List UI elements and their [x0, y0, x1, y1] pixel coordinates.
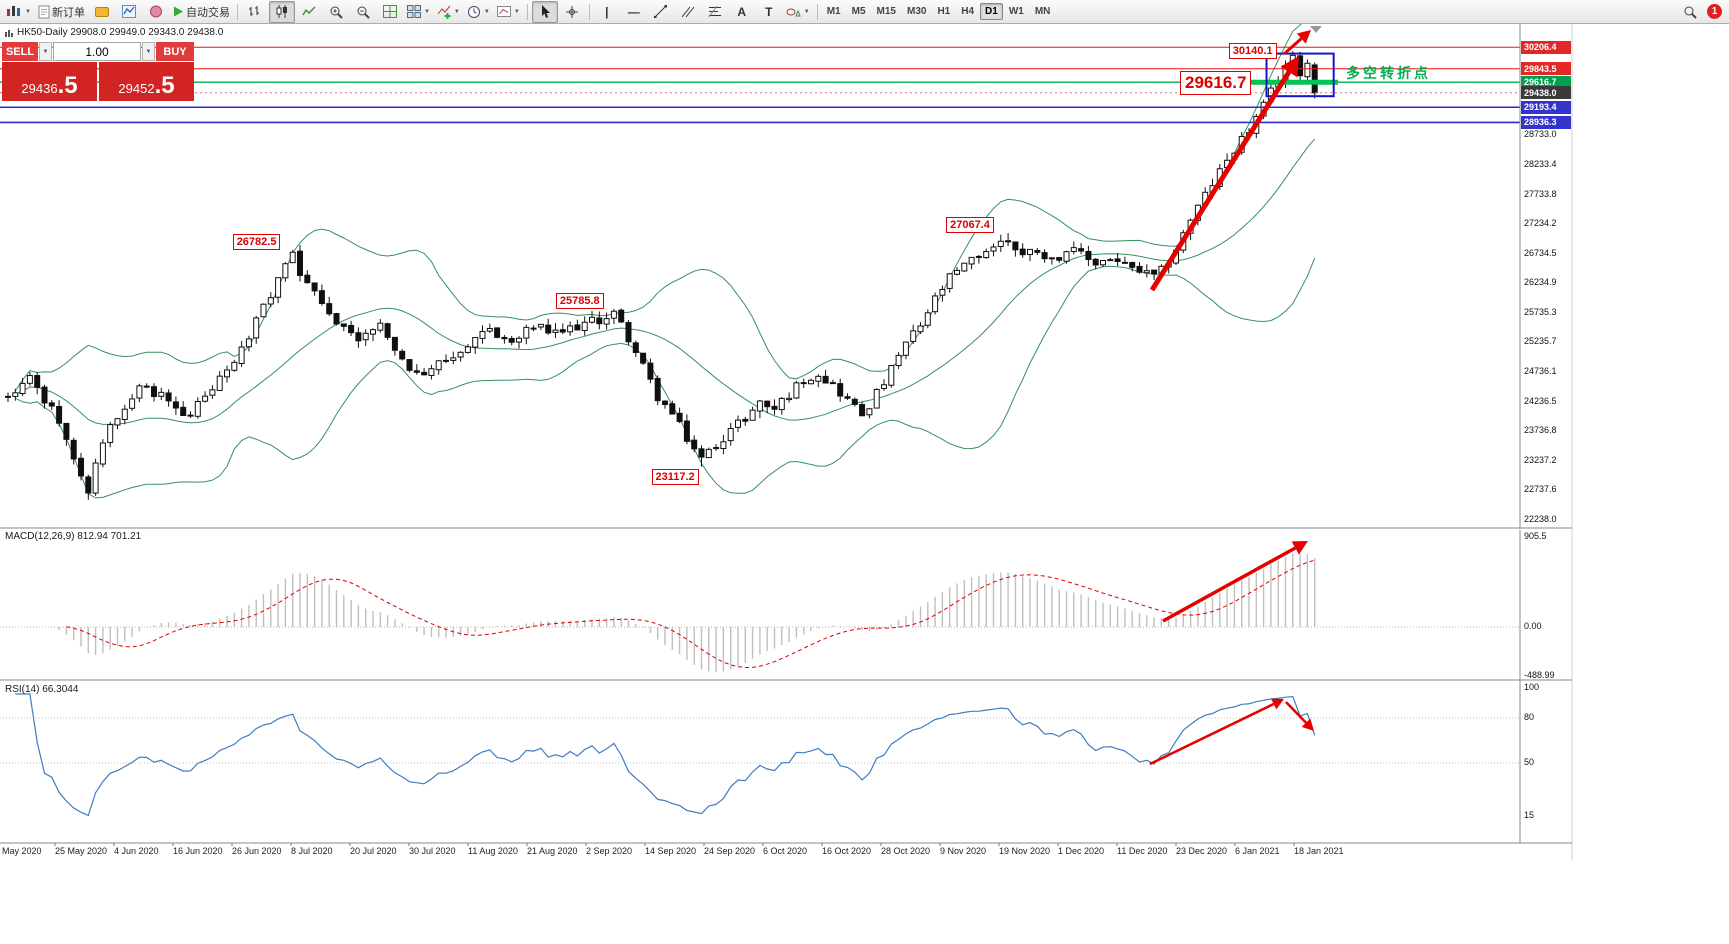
search-icon: [1684, 6, 1697, 19]
fibonacci-icon: [708, 5, 721, 18]
toolbar-separator: [588, 3, 590, 20]
timeframe-m1[interactable]: M1: [826, 6, 841, 17]
horizontal-line-button[interactable]: —: [621, 1, 647, 23]
one-click-trading-panel: SELL ▼ ▼ BUY 29436.5 29452.5: [2, 42, 194, 101]
market-watch-icon: [121, 5, 136, 18]
tile-windows-button[interactable]: ▼: [404, 1, 433, 23]
timeframe-m15[interactable]: M15: [876, 6, 896, 17]
templates-button[interactable]: ▼: [494, 1, 523, 23]
cursor-icon: [541, 4, 550, 18]
buy-button[interactable]: BUY: [156, 42, 194, 61]
zoom-out-button[interactable]: [350, 1, 376, 23]
shapes-icon: [786, 8, 801, 17]
timeframe-m30[interactable]: M30: [906, 6, 927, 17]
timeframe-m5[interactable]: M5: [851, 6, 866, 17]
buy-price-fraction: .5: [154, 72, 175, 99]
line-chart-button[interactable]: [296, 1, 322, 23]
zoom-out-icon: [357, 6, 370, 19]
horizontal-line-icon: —: [627, 4, 640, 19]
buy-price-display[interactable]: 29452.5: [99, 62, 194, 101]
timeframe-mn[interactable]: MN: [1034, 6, 1051, 17]
symbol-ohlc-text: HK50-Daily 29908.0 29949.0 29343.0 29438…: [17, 27, 224, 38]
search-button[interactable]: [1677, 1, 1703, 23]
candle-chart-button[interactable]: [268, 0, 295, 23]
add-indicator-icon: [437, 5, 451, 19]
trendline-button[interactable]: [648, 1, 674, 23]
zoom-in-button[interactable]: [323, 1, 349, 23]
new-order-label: 新订单: [51, 6, 85, 19]
label-button[interactable]: T: [756, 1, 782, 23]
templates-icon: [496, 6, 511, 17]
timeframe-h1[interactable]: H1: [937, 6, 951, 17]
timeframe-h4[interactable]: H4: [961, 6, 975, 17]
shapes-button[interactable]: ▼: [783, 1, 813, 23]
periods-clock-icon: [467, 5, 480, 18]
tile-windows-icon: [406, 5, 421, 18]
bar-chart-button[interactable]: [242, 1, 268, 23]
volume-input[interactable]: [53, 42, 141, 61]
history-center-icon: [94, 7, 109, 17]
cursor-button[interactable]: [531, 0, 558, 23]
volume-dropdown[interactable]: ▼: [142, 42, 155, 61]
chart-context-icon: [5, 29, 13, 37]
fibonacci-button[interactable]: [702, 1, 728, 23]
vertical-line-button[interactable]: |: [594, 1, 620, 23]
notification-badge[interactable]: 1: [1707, 4, 1722, 19]
new-order-icon: [38, 5, 50, 18]
line-chart-icon: [302, 6, 316, 16]
toolbar-separator: [526, 3, 528, 20]
chevron-down-icon: ▼: [483, 8, 490, 15]
timeframe-w1[interactable]: W1: [1008, 6, 1024, 17]
vertical-line-icon: |: [605, 4, 609, 19]
new-chart-icon: [7, 6, 20, 16]
rsi-label: RSI(14) 66.3044: [5, 684, 79, 695]
new-order-button[interactable]: 新订单: [35, 1, 88, 23]
profiles-button[interactable]: [143, 1, 169, 23]
profiles-icon: [149, 5, 162, 18]
bar-chart-icon: [248, 6, 259, 16]
channel-icon: [681, 6, 695, 18]
sell-price-fraction: .5: [57, 72, 78, 99]
sell-button[interactable]: SELL: [2, 42, 38, 61]
zoom-in-icon: [330, 6, 343, 19]
grid-button[interactable]: [377, 1, 403, 23]
grid-icon: [382, 5, 397, 18]
crosshair-icon: [565, 5, 578, 18]
periods-button[interactable]: ▼: [464, 1, 493, 23]
toolbar-separator: [816, 3, 818, 20]
autotrading-label: 自动交易: [185, 6, 230, 19]
toolbar-separator: [236, 3, 238, 20]
market-watch-button[interactable]: [116, 1, 142, 23]
chevron-down-icon: ▼: [513, 8, 520, 15]
autotrading-button[interactable]: 自动交易: [170, 1, 233, 23]
new-chart-button[interactable]: ▼: [4, 1, 34, 23]
channel-button[interactable]: [675, 1, 701, 23]
main-toolbar: ▼ 新订单 自动交易: [0, 0, 1729, 24]
sell-dropdown[interactable]: ▼: [39, 42, 52, 61]
crosshair-button[interactable]: [559, 1, 585, 23]
timeframe-d1[interactable]: D1: [980, 3, 1003, 20]
label-icon: T: [765, 4, 773, 19]
text-icon: A: [737, 4, 747, 19]
add-indicator-button[interactable]: ▼: [434, 1, 463, 23]
chevron-down-icon: ▼: [423, 8, 430, 15]
symbol-info: HK50-Daily 29908.0 29949.0 29343.0 29438…: [5, 27, 223, 38]
history-center-button[interactable]: [89, 1, 115, 23]
autotrading-play-icon: [173, 6, 183, 17]
sell-price-main: 29436: [21, 80, 58, 96]
timeframe-group: M1 M5 M15 M30 H1 H4 D1 W1 MN: [822, 3, 1056, 20]
chevron-down-icon: ▼: [803, 8, 810, 15]
sell-price-display[interactable]: 29436.5: [2, 62, 97, 101]
chevron-down-icon: ▼: [453, 8, 460, 15]
text-button[interactable]: A: [729, 1, 755, 23]
chevron-down-icon: ▼: [25, 8, 31, 15]
candle-chart-icon: [276, 5, 287, 18]
buy-price-main: 29452: [118, 80, 155, 96]
macd-label: MACD(12,26,9) 812.94 701.21: [5, 531, 142, 542]
trendline-icon: [654, 5, 668, 18]
